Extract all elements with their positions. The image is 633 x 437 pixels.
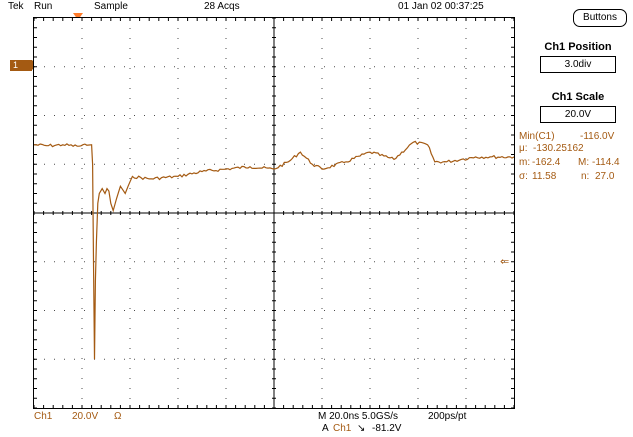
ch1-waveform-trace xyxy=(34,140,514,360)
channel-1-marker[interactable]: 1 xyxy=(10,60,37,71)
trigger-level-readout: -81.2V xyxy=(372,423,402,434)
status-bar: Tek Run Sample 28 Acqs 01 Jan 02 00:37:2… xyxy=(0,0,520,14)
min-label: Min(C1) xyxy=(519,131,555,142)
graticule xyxy=(34,18,514,408)
ch1-scale-title: Ch1 Scale xyxy=(551,91,605,103)
run-state: Run xyxy=(34,1,53,12)
count-label: n: xyxy=(581,171,590,182)
sigma-value: 11.58 xyxy=(532,171,557,182)
trigger-level-indicator: ⇐ xyxy=(500,256,510,268)
minimum-stat-label: m: xyxy=(519,157,531,168)
minimum-stat-value: -162.4 xyxy=(532,157,561,168)
coupling-icon: Ω xyxy=(114,411,122,422)
acquisition-count: 28 Acqs xyxy=(204,1,240,12)
ch1-position-title: Ch1 Position xyxy=(544,41,612,53)
maximum-stat-value: -114.4 xyxy=(592,157,620,168)
acquisition-mode: Sample xyxy=(94,1,128,12)
timebase-readout: M 20.0ns 5.0GS/s xyxy=(318,411,399,422)
channel-label: Ch1 xyxy=(34,411,53,422)
trigger-position-icon xyxy=(73,13,83,20)
channel-scale: 20.0V xyxy=(72,411,99,422)
trigger-prefix: A xyxy=(322,423,329,434)
mean-label: μ: xyxy=(519,143,528,154)
sigma-label: σ: xyxy=(519,171,528,182)
date-time: 01 Jan 02 00:37:25 xyxy=(398,1,484,12)
min-value: -116.0V xyxy=(580,131,615,142)
count-value: 27.0 xyxy=(595,171,615,182)
ch1-scale-value[interactable]: 20.0V xyxy=(540,106,616,123)
trigger-slope-icon: ↘ xyxy=(357,423,366,434)
ch1-position-value[interactable]: 3.0div xyxy=(540,56,616,73)
mean-value: -130.25162 xyxy=(533,143,584,154)
buttons-button[interactable]: Buttons xyxy=(573,9,627,27)
maximum-stat-label: M: xyxy=(578,157,590,168)
waveform-display xyxy=(33,17,515,409)
trigger-source: Ch1 xyxy=(333,423,352,434)
brand-label: Tek xyxy=(8,1,24,12)
record-resolution: 200ps/pt xyxy=(428,411,467,422)
